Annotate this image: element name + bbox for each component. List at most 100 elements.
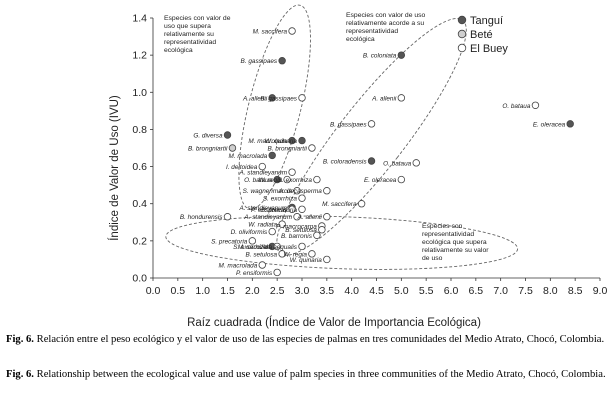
point-label: M. macrolada [248,138,287,145]
x-tick-label: 3.5 [320,285,335,297]
legend-label: Tanguí [470,15,503,27]
data-point [323,187,331,195]
data-point [323,255,331,264]
legend-label: Beté [470,29,493,41]
point-label: M. macrolada [219,263,258,270]
annotation-line: ecológica que supera [422,239,487,246]
data-point [288,136,296,145]
annotation: Especies con representatividad ecológica q… [422,223,489,262]
annotation-line: representatividad [346,28,398,35]
data-point [273,242,281,251]
point-label: S. precatoria [211,238,248,245]
x-tick-label: 4.5 [369,285,384,297]
point-label: A. decasperma [278,188,322,195]
point-label: W. aegualis [264,244,298,251]
annotation: Especies con valor de uso que supera relat… [164,15,231,54]
data-point [283,175,291,184]
data-point [367,120,376,128]
point-label: A. allenii [242,95,268,102]
data-point [298,242,306,251]
point-label: A. standleyanum [238,205,287,212]
annotation-line: representatividad [164,39,216,46]
point-label: M. saccifera [238,244,273,251]
caption-spanish: Fig. 6. Relación entre el peso ecológico… [6,333,610,346]
data-point [397,51,406,59]
y-tick-label: 1.0 [132,87,147,99]
caption-spanish-label: Fig. 6. [6,334,34,345]
y-tick-label: 0.4 [132,198,147,210]
point-label: B. coloniata [363,53,397,60]
data-point [298,94,306,102]
scatter-chart: 0.0 0.5 1.0 1.5 2.0 2.5 3.0 3.5 4.0 4.5 5.0 5.5 6.0 6… [108,4,608,329]
point-label: E. oleracea [533,121,566,128]
point-label: M. macrolada [228,153,267,160]
point-label: S. wagnerimarcia [243,188,293,195]
x-tick-label: 1.5 [220,285,235,297]
data-point [248,237,257,245]
annotation-line: Especies con [422,223,463,230]
x-tick-label: 6.5 [469,285,484,297]
annotation-line: relativamente su [164,31,214,38]
x-tick-label: 2.0 [245,285,260,297]
point-label: A. allenii [297,214,323,221]
point-label: A. allenii [371,95,397,102]
data-point [323,213,331,221]
point-label: P. ensiformis [251,207,288,214]
point-label: A. standleyanum [238,170,287,177]
data-point [278,220,286,228]
data-point [288,168,296,176]
legend: Tanguí Beté El Buey [457,15,508,55]
point-label: B. setulosa [285,227,317,234]
caption-english-label: Fig. 6. [6,369,34,380]
x-tick-label: 1.0 [195,285,210,297]
x-tick-label: 9.0 [593,285,608,297]
x-tick-label: 7.5 [518,285,533,297]
annotation-line: ecológica [164,47,193,54]
annotation-line: Especies con valor de [164,15,231,22]
annotation-line: relativamente su valor [422,247,489,254]
data-point [288,27,296,35]
ellipse-ecology-exceeds [165,215,519,270]
point-label: B. brongniartii [267,146,307,153]
x-tick-label: 0.0 [146,285,161,297]
x-tick-label: 2.5 [270,285,285,297]
point-label: G. diversa [193,133,223,140]
data-point [397,94,406,102]
data-point [258,162,266,171]
ellipse-use-exceeds [238,4,311,210]
data-point [318,226,326,234]
y-tick-label: 1.4 [132,13,147,25]
annotation-line: ecológica [346,36,375,43]
point-label: S. precatoria [261,207,298,214]
point-label: M. saccifera [322,201,357,208]
x-tick-label: 5.0 [394,285,409,297]
caption-spanish-text: Relación entre el peso ecológico y el va… [36,334,605,345]
point-label: B. gassipaes [330,121,367,128]
data-point [293,213,301,221]
y-tick-label: 0.6 [132,161,147,173]
point-label: S. exorrhiza [263,196,298,203]
data-point [273,268,281,277]
annotation: Especies con valor de uso relativamente a… [346,12,426,43]
x-tick-label: 8.0 [543,285,558,297]
data-point [223,131,232,139]
data-point [308,250,316,258]
point-label: B. coloradensis [323,159,367,166]
point-label: W. radiata [248,222,277,229]
x-tick-label: 7.0 [493,285,508,297]
annotation-line: representatividad [422,231,474,238]
y-tick-label: 0.2 [132,235,147,247]
x-tick-label: 6.0 [444,285,459,297]
y-tick-label: 0.8 [132,124,147,136]
data-point [298,136,306,145]
annotations: Especies con valor de uso que supera relat… [164,12,489,262]
data-point [278,57,286,65]
x-tick-label: 8.5 [568,285,583,297]
x-tick-label: 5.5 [419,285,434,297]
point-label: W. quinaria [265,138,298,145]
data-point [367,157,376,165]
legend-marker [457,29,467,39]
point-label: I. deltoidea [226,164,258,171]
y-axis-label: Índice de Valor de Uso (IVU) [108,95,121,241]
point-label: E. oleracea [364,177,397,184]
